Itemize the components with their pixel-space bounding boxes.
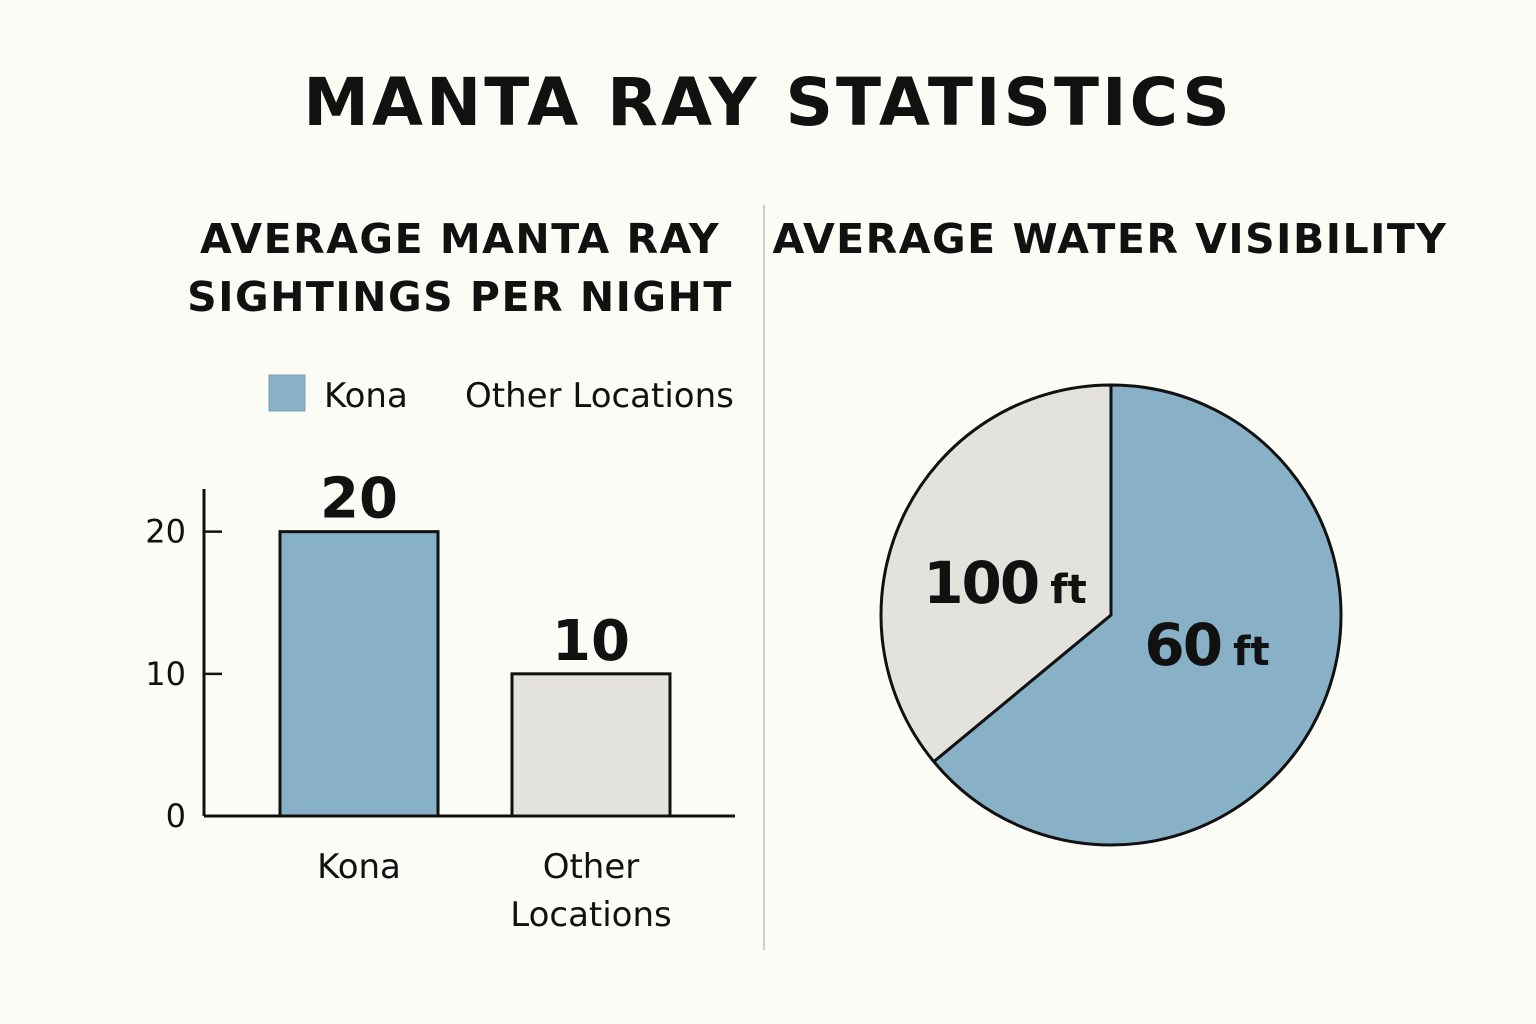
- pie-slice-label: 60 ft: [1144, 611, 1269, 679]
- bar-other-locations: [510, 672, 672, 818]
- y-tick-label: 0: [166, 797, 186, 835]
- bar-legend: Kona Other Locations: [268, 374, 734, 416]
- pie-chart-title: AVERAGE WATER VISIBILITY: [772, 215, 1448, 263]
- bar-chart-title: AVERAGE MANTA RAY SIGHTINGS PER NIGHT: [187, 215, 733, 321]
- x-category-label-kona: Kona: [317, 847, 401, 887]
- legend-label-kona: Kona: [324, 376, 408, 416]
- bar-kona: [278, 530, 440, 818]
- x-category-label-other-locations: Other Locations: [510, 847, 672, 935]
- pie-slices: [879, 383, 1343, 847]
- legend-label-other-locations: Other Locations: [465, 376, 734, 416]
- bar-value-label: 10: [552, 609, 630, 674]
- bar-value-label: 20: [320, 467, 398, 532]
- panel-divider: [763, 205, 765, 950]
- pie-slice-label: 100 ft: [923, 549, 1087, 617]
- pie-slice-60ft: [932, 383, 1343, 847]
- pie-slice-100ft: [879, 383, 1113, 764]
- main-title: MANTA RAY STATISTICS: [303, 64, 1233, 141]
- legend-swatch-kona: [268, 374, 306, 412]
- bar-category-labels: Kona Other Locations: [317, 847, 672, 935]
- y-tick-label: 20: [145, 513, 186, 551]
- pie-labels: 60 ft 100 ft: [923, 549, 1269, 679]
- y-tick-label: 10: [145, 655, 186, 693]
